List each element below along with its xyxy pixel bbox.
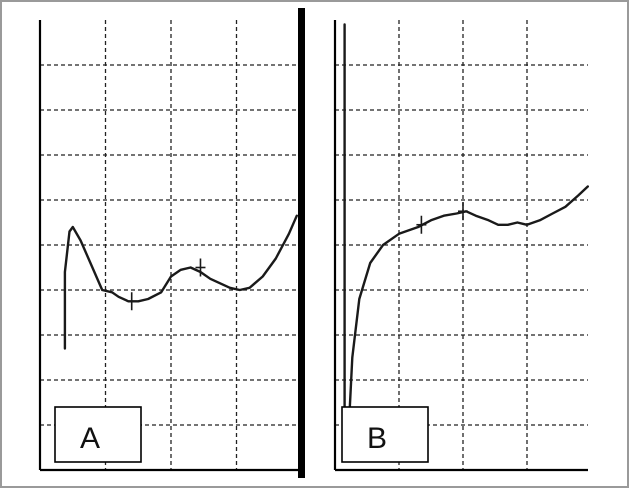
panel-b-label-box: B (341, 406, 429, 463)
panel-b-trace-layer (343, 23, 589, 463)
panel-b-label: B (367, 422, 387, 455)
panel-a-trace-layer (63, 214, 298, 350)
panel-b-trace (343, 23, 589, 463)
panel-a-marker-layer (126, 258, 206, 311)
panel-b-cursor-marker (416, 215, 427, 234)
panel-b-grid (335, 20, 588, 470)
panel-a-label: A (80, 422, 100, 455)
panel-b-marker-layer (416, 202, 468, 234)
panel-b: B (333, 20, 589, 472)
panel-b-label-frame (341, 406, 429, 463)
panel-b-frame (333, 20, 588, 472)
panel-a-grid (40, 20, 298, 470)
panel-a-frame (38, 20, 298, 472)
panel-a-label-frame (54, 406, 142, 463)
panel-a-cursor-marker (195, 258, 206, 277)
panel-a-label-box: A (54, 406, 142, 463)
panel-a-cursor-marker (126, 292, 137, 311)
panel-divider (298, 8, 305, 478)
panel-a-trace (63, 214, 298, 350)
panel-a: A (38, 20, 298, 472)
panel-b-cursor-marker (458, 202, 468, 221)
